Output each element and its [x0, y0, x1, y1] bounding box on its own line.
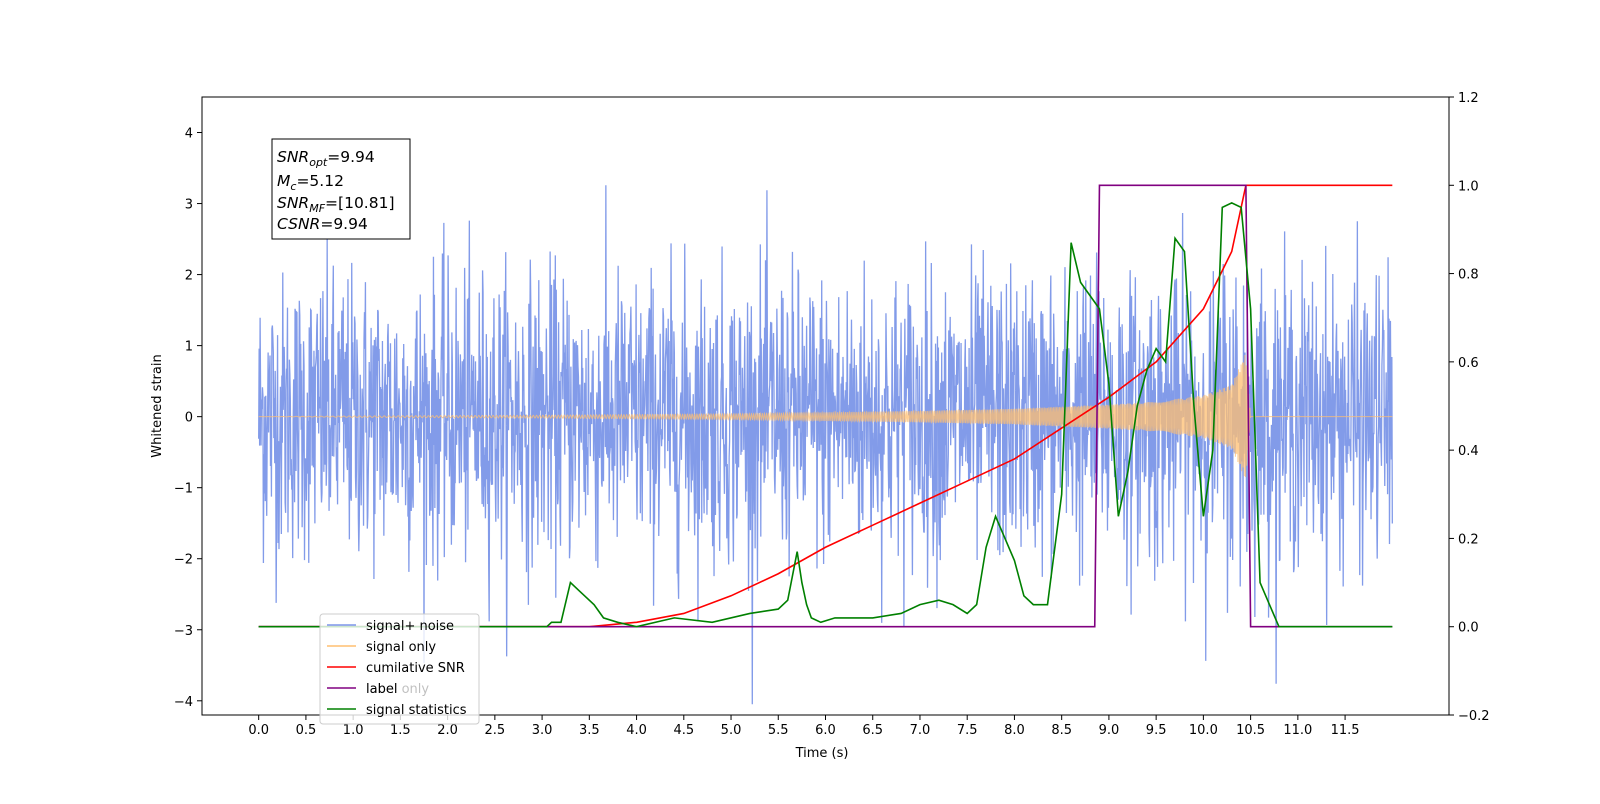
x-tick-label: 2.5 — [485, 723, 506, 738]
y-tick-label: 3 — [185, 198, 193, 213]
annotation-box: SNRopt=9.94 Mc=5.12 SNRMF=[10.81] CSNR=9… — [271, 138, 411, 240]
y-tick-label: 0 — [185, 411, 193, 426]
x-tick-label: 3.0 — [532, 723, 553, 738]
y-tick-label: −4 — [174, 695, 193, 710]
x-tick-label: 10.5 — [1236, 723, 1265, 738]
x-axis-ticks: 0.0 0.5 1.0 1.5 2.0 2.5 3.0 3.5 4.0 4.5 5.0 5.5 6.0 6… — [248, 715, 1360, 738]
x-tick-label: 0.0 — [248, 723, 269, 738]
x-tick-label: 11.0 — [1283, 723, 1312, 738]
series-label — [258, 184, 1393, 628]
y2-tick-label: −0.2 — [1458, 709, 1490, 724]
x-tick-label: 8.0 — [1004, 723, 1025, 738]
x-tick-label: 3.5 — [579, 723, 600, 738]
y-tick-label: −2 — [174, 553, 193, 568]
x-tick-label: 1.0 — [343, 723, 364, 738]
legend-entry-label-only: label only — [366, 682, 429, 697]
y2-tick-label: 0.8 — [1458, 268, 1479, 283]
x-tick-label: 10.0 — [1189, 723, 1218, 738]
x-tick-label: 4.0 — [626, 723, 647, 738]
y-tick-label: −3 — [174, 624, 193, 639]
legend: signal+ noise signal only cumilative SNR… — [319, 613, 480, 725]
x-tick-label: 7.5 — [957, 723, 978, 738]
y2-tick-label: 0.6 — [1458, 356, 1479, 371]
x-tick-label: 0.5 — [296, 723, 317, 738]
series-layer — [258, 184, 1393, 705]
x-tick-label: 6.5 — [862, 723, 883, 738]
x-axis-label: Time (s) — [795, 746, 849, 761]
x-tick-label: 6.0 — [815, 723, 836, 738]
x-tick-label: 8.5 — [1051, 723, 1072, 738]
annotation-snr-opt: SNRopt=9.94 — [277, 148, 375, 169]
y-axis-label: Whitened strain — [150, 354, 165, 457]
annotation-csnr: CSNR=9.94 — [277, 215, 368, 233]
x-tick-label: 5.0 — [721, 723, 742, 738]
legend-entry-signal-only: signal only — [366, 640, 436, 655]
y2-tick-label: 1.2 — [1458, 91, 1479, 106]
legend-frame — [319, 613, 480, 725]
series-signal-only — [258, 354, 1393, 478]
annotation-frame — [271, 138, 411, 240]
y-axis-ticks: 4 3 2 1 0 −1 −2 −3 −4 — [174, 127, 202, 710]
y2-tick-label: 0.0 — [1458, 621, 1479, 636]
series-cumulative-snr — [258, 184, 1393, 628]
x-tick-label: 7.0 — [910, 723, 931, 738]
x-tick-label: 5.5 — [768, 723, 789, 738]
series-signal-noise — [258, 185, 1393, 705]
x-tick-label: 9.5 — [1146, 723, 1167, 738]
series-group — [258, 184, 1393, 705]
y2-axis-ticks: 1.2 1.0 0.8 0.6 0.4 0.2 0.0 −0.2 — [1449, 91, 1490, 724]
y2-tick-label: 0.4 — [1458, 444, 1479, 459]
x-tick-label: 1.5 — [390, 723, 411, 738]
legend-entry-label: label — [366, 682, 397, 697]
series-signal-statistics — [258, 202, 1393, 628]
annotation-snr-mf: SNRMF=[10.81] — [277, 194, 395, 215]
legend-entry-signal-statistics: signal statistics — [366, 703, 467, 718]
y2-tick-label: 0.2 — [1458, 532, 1479, 547]
x-tick-label: 2.0 — [437, 723, 458, 738]
y2-tick-label: 1.0 — [1458, 179, 1479, 194]
legend-entry-signal-noise: signal+ noise — [366, 619, 454, 634]
y-tick-label: 1 — [185, 340, 193, 355]
y-tick-label: −1 — [174, 482, 193, 497]
y-tick-label: 4 — [185, 127, 193, 142]
x-tick-label: 4.5 — [673, 723, 694, 738]
legend-entry-cumulative-snr: cumilative SNR — [366, 661, 465, 676]
y-tick-label: 2 — [185, 269, 193, 284]
annotation-mc: Mc=5.12 — [277, 172, 344, 193]
x-tick-label: 11.5 — [1331, 723, 1360, 738]
x-tick-label: 9.0 — [1099, 723, 1120, 738]
